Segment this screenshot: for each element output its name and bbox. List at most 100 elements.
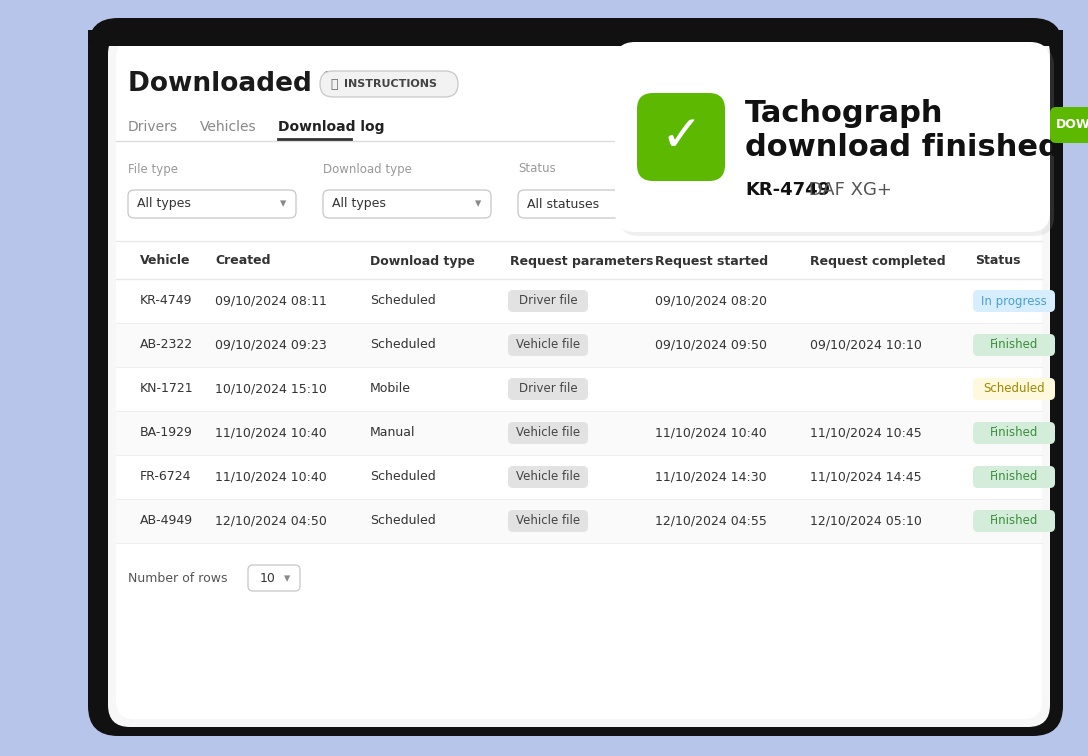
Text: 09/10/2024 09:50: 09/10/2024 09:50: [655, 339, 767, 352]
Text: Status: Status: [518, 163, 556, 175]
Text: Finished: Finished: [990, 470, 1038, 484]
FancyBboxPatch shape: [88, 18, 1063, 736]
Text: 11/10/2024 10:40: 11/10/2024 10:40: [655, 426, 767, 439]
FancyBboxPatch shape: [88, 30, 1063, 46]
Text: Mobile: Mobile: [370, 383, 411, 395]
Text: KR-4749: KR-4749: [140, 295, 193, 308]
Text: Driver file: Driver file: [519, 383, 578, 395]
Text: DOWNL: DOWNL: [1056, 119, 1088, 132]
FancyBboxPatch shape: [973, 378, 1055, 400]
Text: ▾: ▾: [667, 197, 673, 210]
Text: ▾: ▾: [475, 197, 481, 210]
Text: All statuses: All statuses: [527, 197, 599, 210]
Text: 09/10/2024 10:10: 09/10/2024 10:10: [809, 339, 922, 352]
Text: Scheduled: Scheduled: [370, 470, 436, 484]
Text: Request started: Request started: [655, 255, 768, 268]
Text: KN-1721: KN-1721: [140, 383, 194, 395]
Text: DAF XG+: DAF XG+: [803, 181, 892, 199]
Text: 12/10/2024 05:10: 12/10/2024 05:10: [809, 515, 922, 528]
Text: Vehicle file: Vehicle file: [516, 470, 580, 484]
FancyBboxPatch shape: [248, 565, 300, 591]
FancyBboxPatch shape: [320, 71, 458, 97]
Text: Scheduled: Scheduled: [370, 295, 436, 308]
Text: Manual: Manual: [370, 426, 416, 439]
Text: 09/10/2024 08:11: 09/10/2024 08:11: [215, 295, 326, 308]
Text: download finished: download finished: [745, 132, 1060, 162]
Text: FR-6724: FR-6724: [140, 470, 191, 484]
Text: Finished: Finished: [990, 426, 1038, 439]
FancyBboxPatch shape: [508, 510, 588, 532]
Text: Finished: Finished: [990, 339, 1038, 352]
Text: Created: Created: [215, 255, 271, 268]
Text: Request parameters: Request parameters: [510, 255, 654, 268]
Text: ⓘ: ⓘ: [330, 78, 337, 91]
Text: ✓: ✓: [660, 113, 702, 161]
Text: 11/10/2024 10:40: 11/10/2024 10:40: [215, 470, 326, 484]
FancyBboxPatch shape: [973, 334, 1055, 356]
Text: ▾: ▾: [280, 197, 286, 210]
Text: 11/10/2024 14:45: 11/10/2024 14:45: [809, 470, 922, 484]
Text: Download log: Download log: [279, 120, 384, 134]
Text: 09/10/2024 09:23: 09/10/2024 09:23: [215, 339, 326, 352]
Text: Finished: Finished: [990, 515, 1038, 528]
FancyBboxPatch shape: [973, 510, 1055, 532]
Bar: [116, 411, 1042, 455]
Text: All types: All types: [137, 197, 190, 210]
Text: In progress: In progress: [981, 295, 1047, 308]
Text: Scheduled: Scheduled: [370, 339, 436, 352]
Text: 11/10/2024 14:30: 11/10/2024 14:30: [655, 470, 767, 484]
Text: Vehicle: Vehicle: [140, 255, 190, 268]
Text: 09/10/2024 08:20: 09/10/2024 08:20: [655, 295, 767, 308]
Text: Vehicle file: Vehicle file: [516, 515, 580, 528]
Text: 10/10/2024 15:10: 10/10/2024 15:10: [215, 383, 326, 395]
FancyBboxPatch shape: [116, 40, 1042, 719]
Text: 12/10/2024 04:55: 12/10/2024 04:55: [655, 515, 767, 528]
Text: BA-1929: BA-1929: [140, 426, 193, 439]
Text: Tachograph: Tachograph: [745, 100, 943, 129]
Bar: [116, 279, 1042, 323]
FancyBboxPatch shape: [1050, 107, 1088, 143]
Text: All types: All types: [332, 197, 386, 210]
Bar: [116, 323, 1042, 367]
FancyBboxPatch shape: [973, 466, 1055, 488]
Text: AB-2322: AB-2322: [140, 339, 194, 352]
FancyBboxPatch shape: [508, 334, 588, 356]
Text: Vehicle file: Vehicle file: [516, 426, 580, 439]
Text: Downloaded files: Downloaded files: [128, 71, 384, 97]
Text: INSTRUCTIONS: INSTRUCTIONS: [344, 79, 437, 89]
Text: Download type: Download type: [323, 163, 412, 175]
Text: File type: File type: [128, 163, 178, 175]
Text: ▾: ▾: [284, 572, 290, 585]
FancyBboxPatch shape: [508, 466, 588, 488]
FancyBboxPatch shape: [323, 190, 491, 218]
Text: Request completed: Request completed: [809, 255, 945, 268]
FancyBboxPatch shape: [619, 46, 1054, 236]
Text: 11/10/2024 10:45: 11/10/2024 10:45: [809, 426, 922, 439]
Text: Scheduled: Scheduled: [984, 383, 1044, 395]
FancyBboxPatch shape: [508, 422, 588, 444]
Text: 12/10/2024 04:50: 12/10/2024 04:50: [215, 515, 326, 528]
FancyBboxPatch shape: [128, 190, 296, 218]
Text: Status: Status: [975, 255, 1021, 268]
FancyBboxPatch shape: [508, 290, 588, 312]
Text: Download type: Download type: [370, 255, 474, 268]
Text: Vehicles: Vehicles: [200, 120, 257, 134]
Text: Number of rows: Number of rows: [128, 572, 227, 585]
FancyBboxPatch shape: [973, 290, 1055, 312]
FancyBboxPatch shape: [108, 32, 1050, 727]
Text: AB-4949: AB-4949: [140, 515, 194, 528]
Text: 11/10/2024 10:40: 11/10/2024 10:40: [215, 426, 326, 439]
FancyBboxPatch shape: [973, 422, 1055, 444]
Text: Vehicle file: Vehicle file: [516, 339, 580, 352]
Text: Driver file: Driver file: [519, 295, 578, 308]
FancyBboxPatch shape: [636, 93, 725, 181]
Text: Drivers: Drivers: [128, 120, 178, 134]
Text: Scheduled: Scheduled: [370, 515, 436, 528]
FancyBboxPatch shape: [615, 42, 1050, 232]
Bar: [116, 499, 1042, 543]
Text: KR-4749: KR-4749: [745, 181, 830, 199]
Bar: [116, 367, 1042, 411]
FancyBboxPatch shape: [508, 378, 588, 400]
FancyBboxPatch shape: [518, 190, 683, 218]
Bar: [116, 455, 1042, 499]
